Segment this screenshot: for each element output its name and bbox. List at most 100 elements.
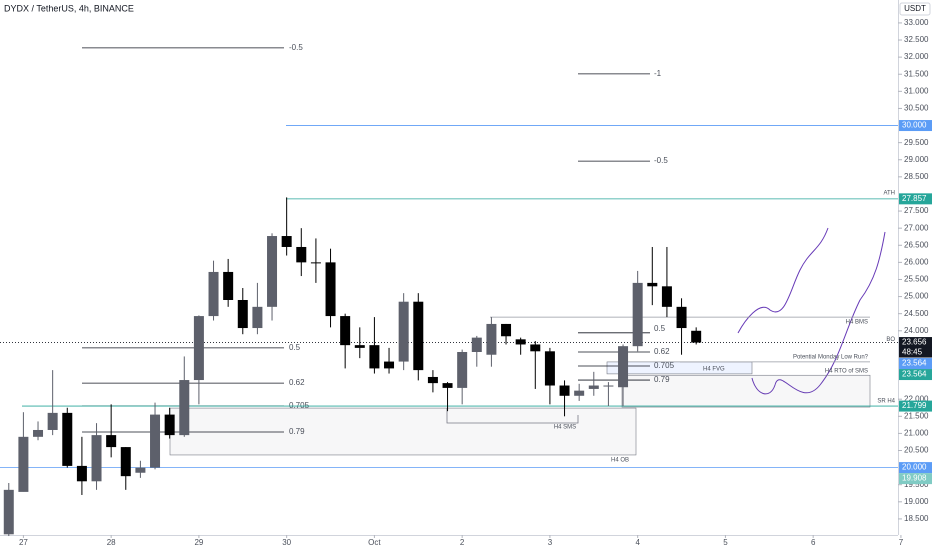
zone-label: H4 RTO of SMS — [825, 369, 868, 375]
y-tick-label: 28.500 — [904, 172, 929, 181]
y-tick-label: 32.500 — [904, 35, 929, 44]
candle-body — [135, 467, 146, 473]
candle-body — [340, 316, 351, 346]
y-tick-label: 29.500 — [904, 138, 929, 147]
candle-body — [588, 385, 599, 389]
y-tick-label: 25.000 — [904, 292, 929, 301]
projection-path — [737, 227, 829, 334]
candle-body — [252, 306, 263, 329]
y-tick-label: 31.000 — [904, 86, 929, 95]
x-tick-label: 27 — [19, 538, 28, 547]
x-tick-label: 7 — [899, 538, 904, 547]
candle-body — [325, 262, 336, 317]
price-tag-label: 21.799 — [902, 401, 927, 410]
candle-body — [427, 376, 438, 384]
y-tick-label: 33.000 — [904, 18, 929, 27]
y-tick-label: 21.000 — [904, 429, 929, 438]
currency: USDT — [904, 4, 926, 13]
y-tick-label: 26.500 — [904, 240, 929, 249]
zone-box — [606, 361, 753, 375]
y-tick-label: 27.000 — [904, 223, 929, 232]
candle-body — [310, 262, 321, 264]
candle-body — [47, 412, 58, 430]
y-tick-label: 30.500 — [904, 104, 929, 113]
price-tag-label: 19.908 — [902, 474, 927, 483]
price-tag — [899, 400, 932, 412]
candle-body — [384, 361, 395, 369]
y-tick-label: 21.500 — [904, 411, 929, 420]
level-label: -1 — [654, 69, 662, 78]
y-tick-label: 19.000 — [904, 497, 929, 506]
zone-box — [169, 407, 637, 456]
candle-body — [486, 323, 497, 355]
candle-body — [661, 286, 672, 307]
currency-box — [899, 2, 931, 16]
y-tick-label: 20.500 — [904, 446, 929, 455]
price-tag-label: 23.564 — [902, 370, 927, 379]
y-tick-label: 18.500 — [904, 514, 929, 523]
candle-body — [413, 301, 424, 371]
y-tick-label: 25.500 — [904, 275, 929, 284]
candle-body — [544, 351, 555, 386]
price-tag — [899, 369, 932, 381]
candle-body — [76, 465, 87, 482]
candle-body — [267, 236, 278, 307]
sms-connector — [446, 408, 579, 424]
candle-body — [515, 339, 526, 345]
price-tag-label: 27.857 — [902, 194, 927, 203]
level-label: Potential Monday Low Run? — [793, 354, 869, 360]
countdown: 48:45 — [902, 348, 923, 357]
candle-body — [106, 435, 117, 448]
candle-body — [559, 385, 570, 396]
candle-body — [281, 236, 292, 247]
candle-body — [237, 299, 248, 329]
x-tick-label: 5 — [723, 538, 728, 547]
price-tag-label: 23.564 — [902, 359, 927, 368]
x-tick-label: Oct — [368, 538, 381, 547]
candle-body — [179, 380, 190, 436]
price-tag-label: 30.000 — [902, 121, 927, 130]
price-tag — [899, 473, 932, 485]
countdown-bg — [899, 347, 932, 358]
candle-body — [501, 323, 512, 337]
candle-body — [296, 246, 307, 263]
level-label: BO — [886, 337, 895, 343]
level-label: 0.79 — [289, 427, 305, 436]
candle-body — [120, 447, 131, 477]
price-tag — [899, 358, 932, 370]
y-tick-label: 29.000 — [904, 155, 929, 164]
level-label: 0.62 — [654, 347, 670, 356]
candle-body — [18, 436, 29, 492]
candle-body — [369, 345, 380, 369]
price-tag — [899, 462, 932, 474]
zone-label: H4 FVG — [703, 367, 725, 373]
candle-body — [647, 282, 658, 287]
candle-body — [33, 429, 44, 437]
y-tick-label: 26.000 — [904, 257, 929, 266]
candle-body — [691, 330, 702, 343]
price-tag — [899, 120, 932, 132]
candle-body — [574, 390, 585, 396]
level-label: 0.5 — [654, 324, 666, 333]
candle-body — [208, 271, 219, 317]
candle-body — [457, 351, 468, 388]
level-label: 0.705 — [654, 361, 675, 370]
x-tick-label: 30 — [282, 538, 291, 547]
zone-box — [621, 374, 871, 408]
price-tag-label: 20.000 — [902, 463, 927, 472]
x-tick-label: 3 — [548, 538, 553, 547]
candle-body — [91, 435, 102, 482]
candle-body — [62, 412, 73, 466]
price-tag — [899, 193, 932, 205]
x-tick-label: 2 — [460, 538, 465, 547]
candle-body — [603, 385, 614, 387]
candle-body — [632, 282, 643, 347]
level-label: 0.62 — [289, 378, 305, 387]
level-label: ATH — [883, 190, 895, 196]
projection-path — [751, 231, 886, 395]
sms-label: H4 SMS — [554, 425, 576, 431]
candle-body — [398, 301, 409, 362]
y-tick-label: 32.000 — [904, 52, 929, 61]
x-tick-label: 28 — [107, 538, 116, 547]
candle-body — [618, 346, 629, 388]
